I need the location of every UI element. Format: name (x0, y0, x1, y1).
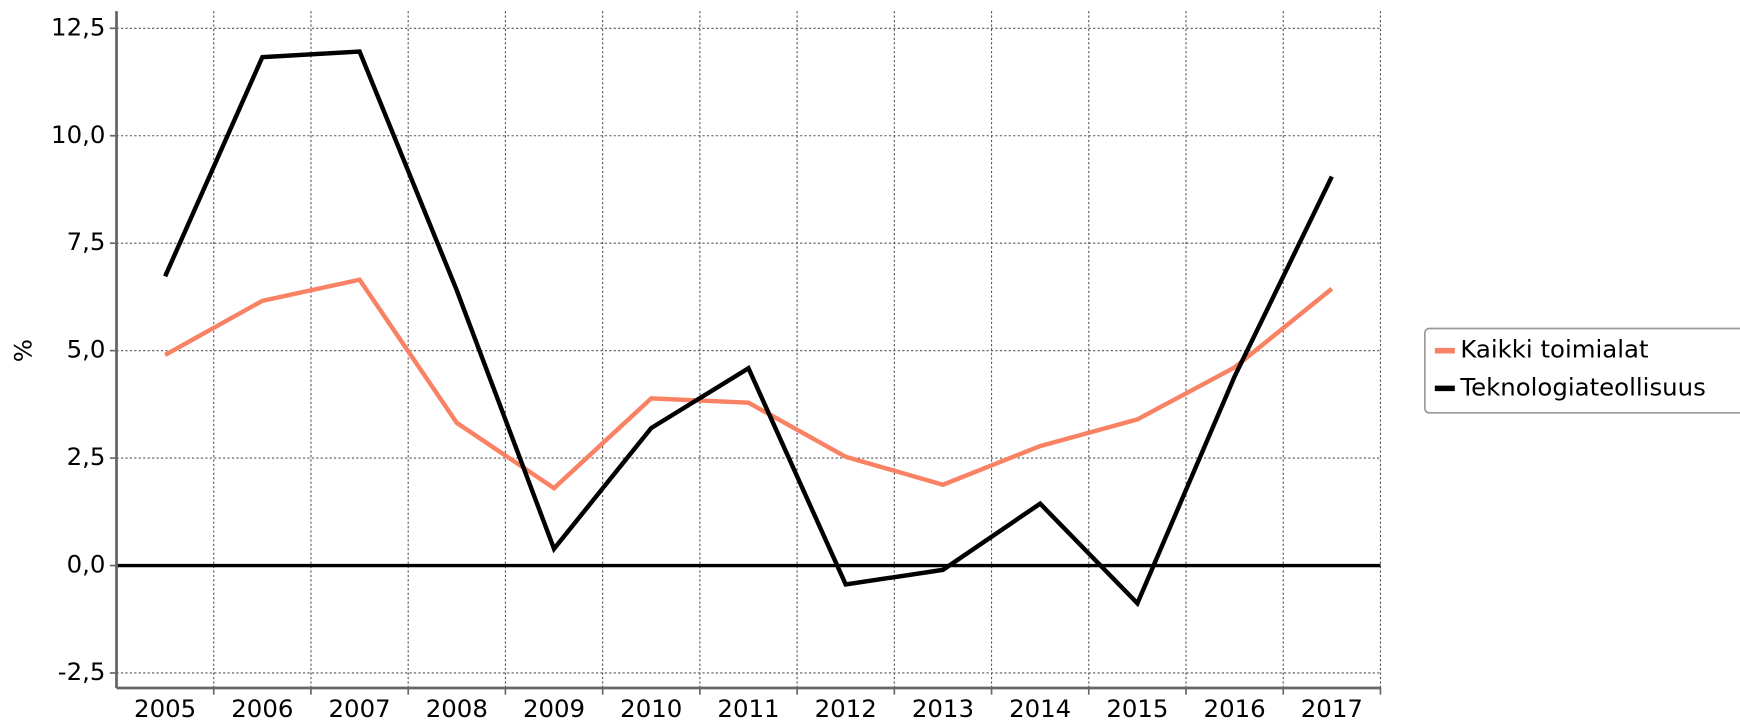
y-tick-label: 7,5 (67, 227, 106, 256)
x-tick-label: 2016 (1204, 694, 1266, 723)
x-tick-label: 2014 (1009, 694, 1071, 723)
x-tick-label: 2009 (523, 694, 585, 723)
x-tick-label: 2005 (134, 694, 196, 723)
series-line (163, 49, 1334, 608)
y-tick-label: 12,5 (51, 12, 105, 41)
x-tick-label: 2012 (815, 694, 877, 723)
x-tick-label: 2006 (231, 694, 293, 723)
y-tick-label: -2,5 (58, 657, 106, 686)
x-tick-label: 2010 (620, 694, 682, 723)
x-tick-label: 2011 (717, 694, 779, 723)
legend-box (1424, 327, 1740, 414)
x-tick-label: 2007 (329, 694, 391, 723)
legend-label: Kaikki toimialat (1460, 335, 1648, 364)
y-axis-label: % (8, 339, 37, 362)
series-line (164, 277, 1334, 491)
x-tick-label: 2013 (912, 694, 974, 723)
y-tick-label: 2,5 (67, 442, 106, 471)
x-tick-label: 2008 (426, 694, 488, 723)
x-tick-label: 2017 (1301, 694, 1363, 723)
y-tick-label: 0,0 (67, 550, 106, 579)
x-tick-label: 2015 (1106, 694, 1168, 723)
y-tick-label: 10,0 (51, 120, 105, 149)
y-tick-label: 5,0 (67, 335, 106, 364)
legend-label: Teknologiateollisuus (1459, 372, 1705, 401)
